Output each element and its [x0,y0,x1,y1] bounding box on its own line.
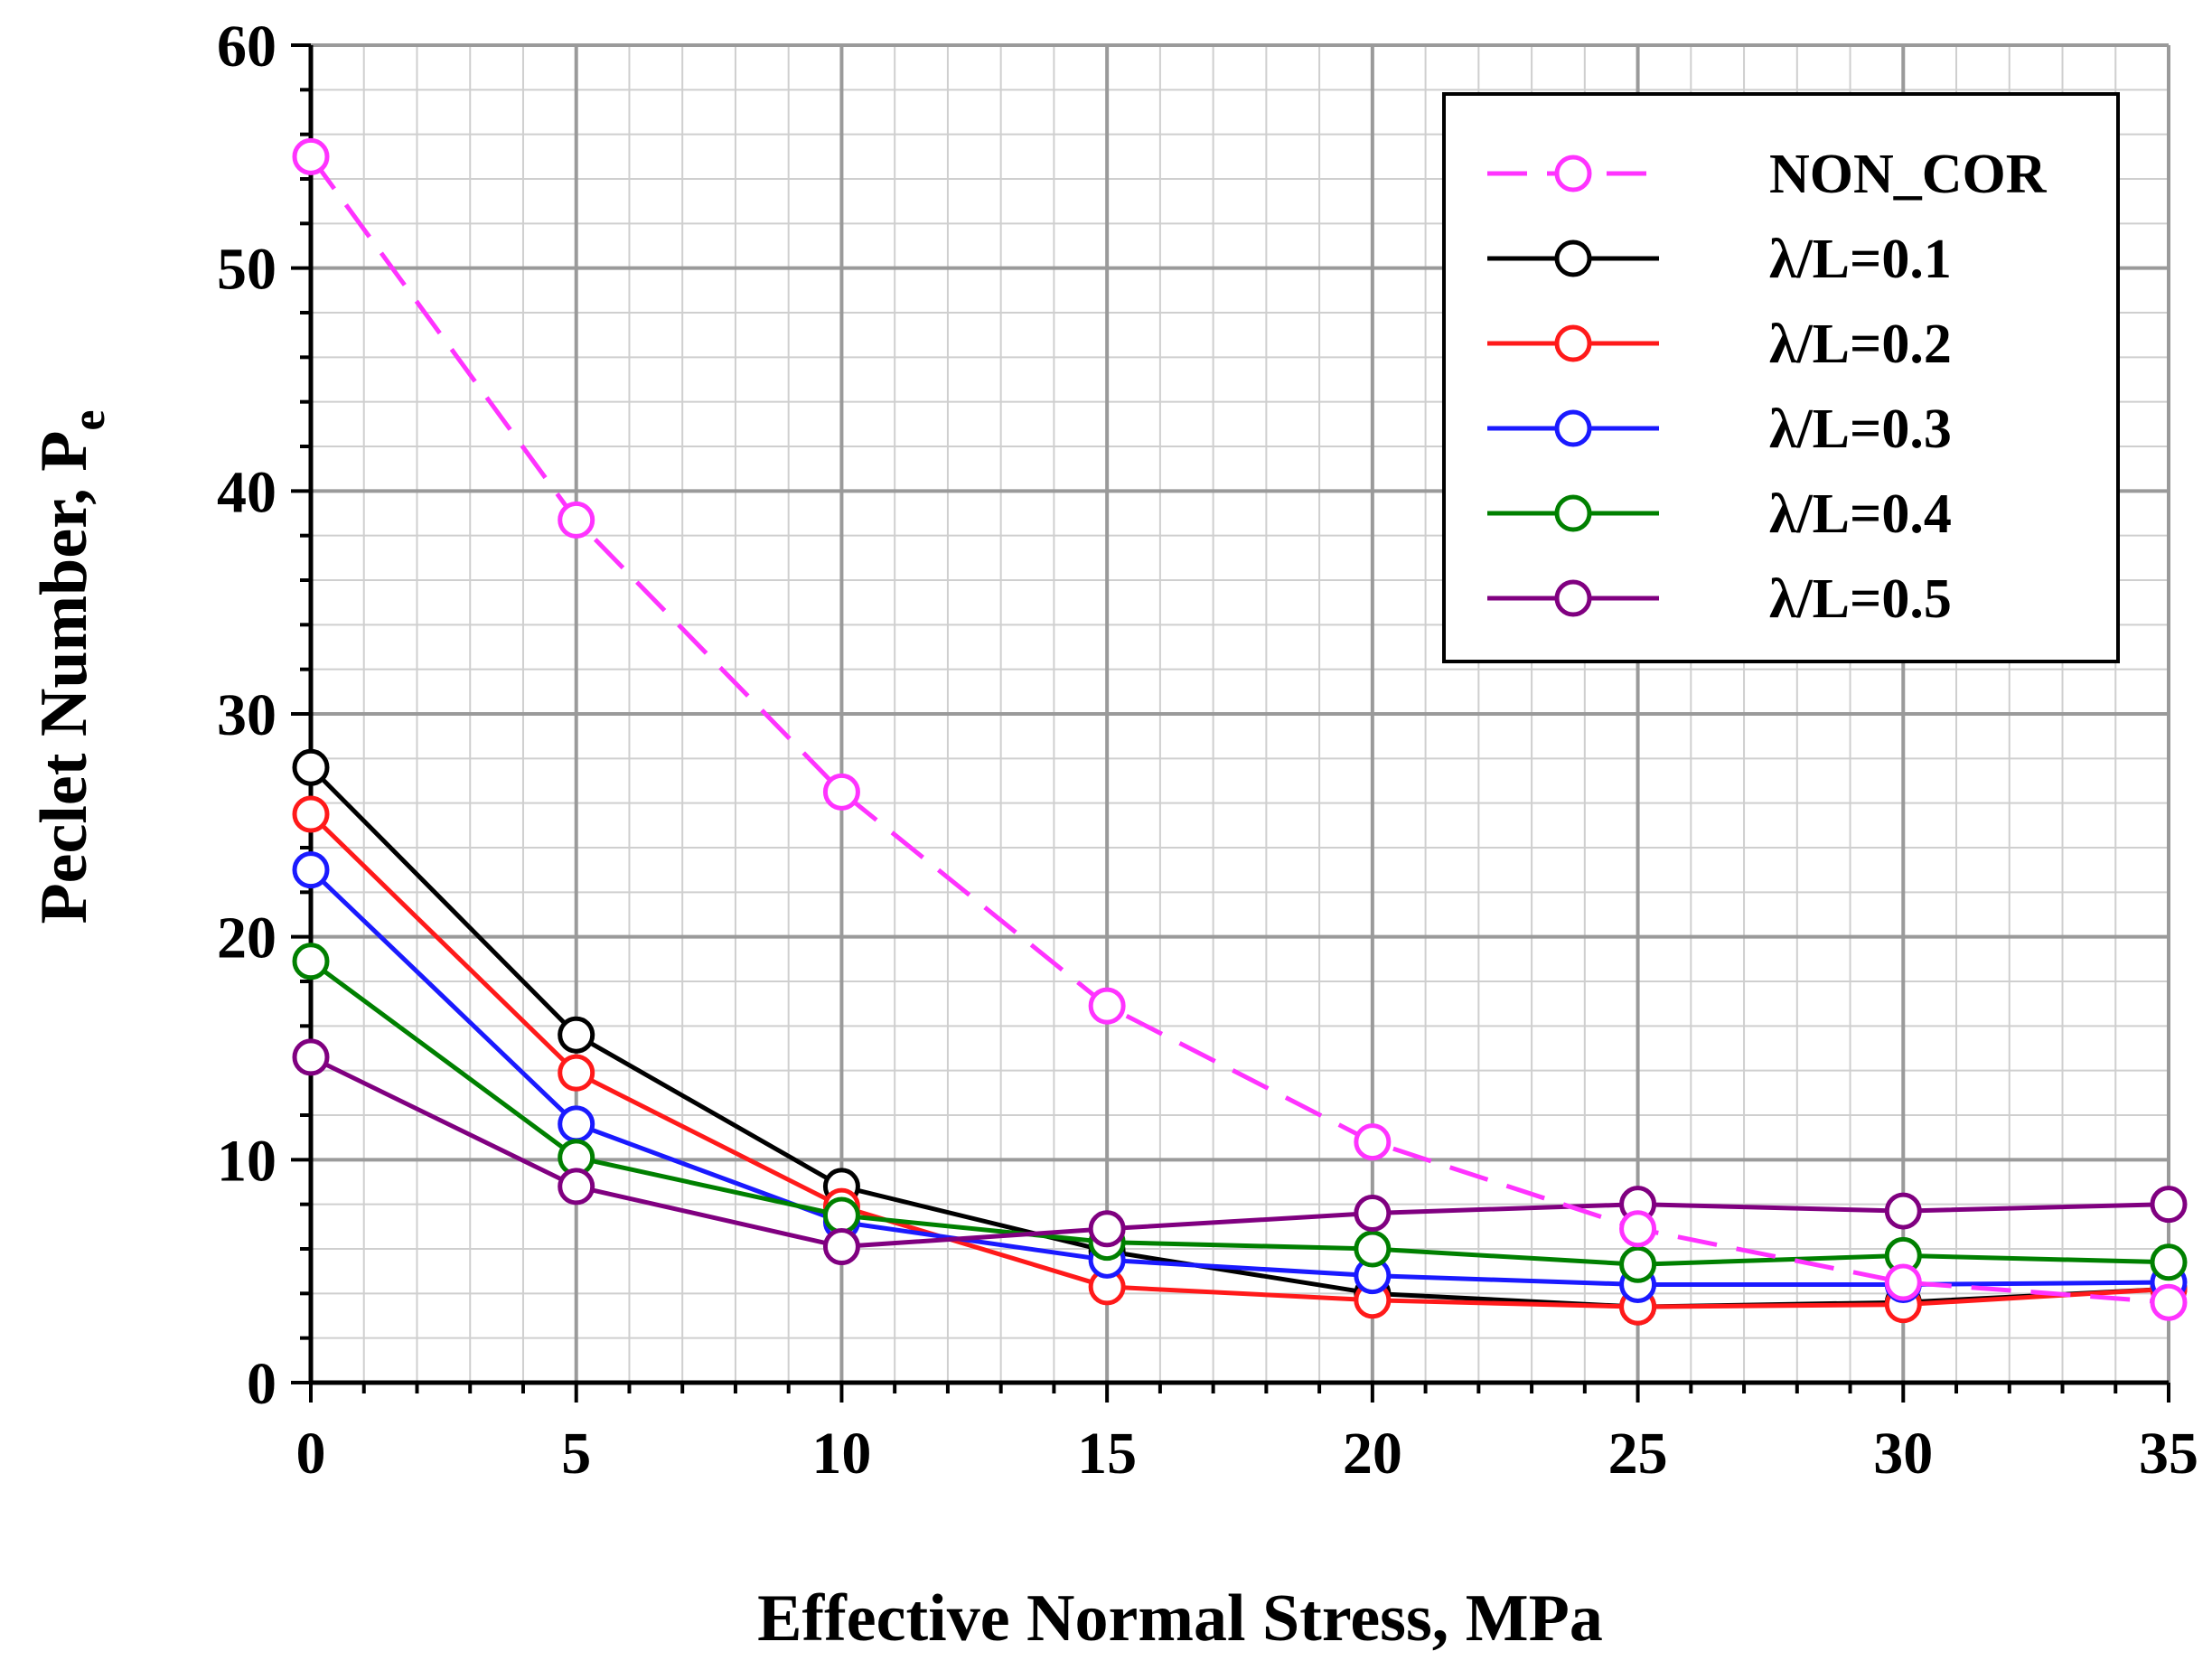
y-tick-label: 10 [217,1128,276,1194]
x-tick-label: 20 [1343,1421,1402,1487]
legend: NON_COR λ/L=0.1 λ/L=0.2 λ/L=0.3 λ/L=0.4 λ/L=0… [1442,92,2120,663]
series-line--l-0-3 [309,868,2170,1287]
legend-label--l-0-5: λ/L=0.5 [1769,568,1952,630]
data-point--l-0-5 [822,1228,860,1266]
data-point-non-cor [2150,1283,2188,1321]
data-point--l-0-5 [1088,1210,1126,1248]
series-non-cor [292,137,2188,1321]
data-point--l-0-4 [1354,1230,1392,1268]
data-point--l-0-3 [558,1105,595,1143]
x-tick-label: 0 [296,1421,326,1487]
x-tick-label: 10 [811,1421,871,1487]
legend-label--l-0-3: λ/L=0.3 [1769,399,1952,460]
x-tick-label: 35 [2139,1421,2198,1487]
data-point--l-0-5 [1354,1195,1392,1233]
data-point--l-0-2 [558,1054,595,1092]
series-line-non-cor [308,155,2170,1305]
data-point--l-0-1 [292,748,330,786]
series-line--l-0-2 [309,812,2170,1309]
legend-label--l-0-2: λ/L=0.2 [1769,314,1952,375]
data-point--l-0-4 [2150,1243,2188,1281]
legend-label-non-cor: NON_COR [1769,144,2048,205]
y-tick-label: 60 [217,14,276,80]
data-point--l-0-5 [1884,1192,1922,1230]
y-tick-label: 50 [217,237,276,303]
y-axis-title-subscript: e [63,409,115,430]
data-point-non-cor [558,501,595,539]
y-tick-label: 30 [217,682,276,748]
y-axis-title: Peclet Number, Pe [27,409,115,924]
data-point--l-0-3 [292,851,330,889]
legend-marker--l-0-1 [1554,239,1592,277]
y-axis-title-main: Peclet Number, P [27,431,101,924]
data-point-non-cor [1088,987,1126,1025]
legend-marker--l-0-4 [1554,494,1592,532]
data-point--l-0-5 [558,1168,595,1206]
x-tick-label: 15 [1077,1421,1137,1487]
series-line--l-0-5 [309,1055,2170,1250]
legend-label--l-0-4: λ/L=0.4 [1769,483,1952,545]
axes [291,43,2170,1403]
x-tick-label: 25 [1608,1421,1668,1487]
x-tick-label: 5 [561,1421,591,1487]
legend-box [1442,92,2120,663]
data-point--l-0-5 [292,1038,330,1076]
data-point--l-0-4 [1619,1245,1657,1283]
data-point-non-cor [822,773,860,811]
data-point-non-cor [1619,1210,1657,1248]
data-point-non-cor [1354,1123,1392,1161]
data-point--l-0-2 [292,795,330,833]
series-layer [292,137,2188,1326]
data-point-non-cor [1884,1263,1922,1301]
y-tick-label: 0 [247,1351,276,1417]
data-point--l-0-1 [558,1016,595,1054]
legend-label--l-0-1: λ/L=0.1 [1769,229,1952,290]
series-line--l-0-4 [309,959,2170,1267]
y-tick-label: 20 [217,905,276,971]
data-point--l-0-4 [292,943,330,980]
x-tick-label: 30 [1873,1421,1933,1487]
y-tick-label: 40 [217,459,276,525]
data-point--l-0-5 [2150,1186,2188,1224]
legend-marker--l-0-3 [1554,409,1592,447]
legend-marker-non-cor [1554,155,1592,192]
data-point--l-0-4 [822,1196,860,1234]
tick-labels: 0 5 10 15 20 25 30 35 0 10 20 30 40 50 60 [217,14,2198,1487]
major-gridlines [309,43,2170,1384]
x-axis-title: Effective Normal Stress, MPa [757,1581,1603,1656]
data-point-non-cor [292,137,330,175]
legend-marker--l-0-2 [1554,324,1592,362]
legend-marker--l-0-5 [1554,579,1592,617]
